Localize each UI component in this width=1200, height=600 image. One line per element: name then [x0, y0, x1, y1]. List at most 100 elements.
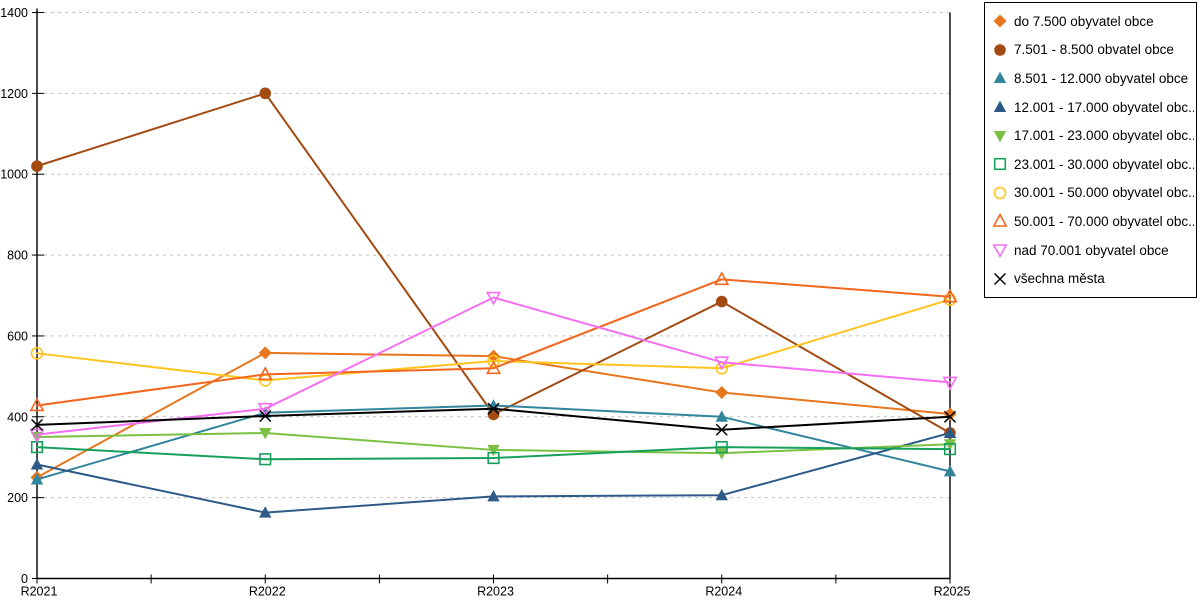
marker-glyph [992, 244, 1008, 259]
legend-label: 17.001 - 23.000 obyvatel obc... [1014, 128, 1194, 144]
data-point[interactable] [259, 453, 272, 466]
legend-label: všechna města [1014, 271, 1105, 287]
legend-label: 50.001 - 70.000 obyvatel obc... [1014, 213, 1194, 229]
data-point[interactable] [943, 426, 957, 438]
y-tick-label: 800 [7, 249, 28, 263]
marker-glyph [993, 72, 1007, 84]
marker-glyph [993, 100, 1007, 113]
legend-marker-triangle-up-icon [993, 100, 1007, 113]
data-point[interactable] [30, 418, 44, 431]
legend-item[interactable]: 23.001 - 30.000 obyvatel obc... [992, 153, 1194, 175]
data-point[interactable] [715, 441, 728, 454]
legend-item[interactable]: 8.501 - 12.000 obyvatel obce [992, 67, 1194, 89]
series-line-5[interactable] [36, 446, 951, 461]
data-point[interactable] [943, 410, 957, 423]
marker-glyph [993, 186, 1007, 200]
data-point[interactable] [258, 346, 272, 360]
data-point[interactable] [31, 160, 43, 172]
data-point[interactable] [943, 464, 957, 477]
marker-glyph [993, 14, 1007, 28]
legend-item[interactable]: 7.501 - 8.500 obvatel obce [992, 39, 1194, 61]
data-point[interactable] [943, 407, 957, 421]
legend-item[interactable]: do 7.500 obyvatel obce [992, 10, 1194, 32]
marker-glyph [993, 272, 1007, 285]
x-tick-label: R2021 [21, 585, 58, 599]
legend-marker-circle-open-icon [993, 186, 1007, 200]
marker-glyph [993, 130, 1007, 143]
legend-item[interactable]: 12.001 - 17.000 obyvatel obc... [992, 96, 1194, 118]
legend-marker-x-icon [993, 272, 1007, 285]
x-tick-label: R2024 [705, 585, 742, 599]
data-point[interactable] [259, 409, 272, 423]
y-tick-label: 1400 [0, 6, 28, 20]
data-point[interactable] [714, 271, 730, 286]
data-point[interactable] [259, 506, 272, 518]
y-tick-label: 0 [21, 572, 28, 586]
legend-marker-square-open-icon [993, 158, 1007, 171]
legend-label: 12.001 - 17.000 obyvatel obc... [1014, 99, 1194, 115]
y-tick-label: 1200 [0, 87, 28, 101]
y-tick-label: 600 [7, 329, 28, 343]
data-point[interactable] [29, 397, 45, 412]
data-point[interactable] [487, 490, 500, 502]
y-tick-label: 200 [7, 491, 28, 505]
data-point[interactable] [715, 295, 728, 308]
data-point[interactable] [485, 291, 502, 306]
x-tick-label: R2023 [477, 585, 514, 599]
legend-label: do 7.500 obyvatel obce [1014, 13, 1154, 29]
data-point[interactable] [715, 488, 728, 501]
legend-label: nad 70.001 obyvatel obce [1014, 242, 1169, 258]
legend-label: 8.501 - 12.000 obyvatel obce [1014, 70, 1189, 86]
y-tick-label: 1000 [0, 168, 28, 182]
data-point[interactable] [942, 288, 958, 303]
legend-item[interactable]: všechna města [992, 268, 1194, 290]
data-point[interactable] [487, 451, 500, 465]
legend-item[interactable]: 17.001 - 23.000 obyvatel obc... [992, 125, 1194, 147]
legend-marker-triangle-up-icon [993, 72, 1007, 84]
data-point[interactable] [259, 427, 272, 440]
data-point[interactable] [715, 423, 728, 436]
data-point[interactable] [715, 386, 729, 400]
legend-label: 23.001 - 30.000 obyvatel obc... [1014, 156, 1194, 172]
legend-marker-triangle-down-icon [993, 130, 1007, 143]
legend-marker-diamond-icon [993, 14, 1007, 28]
legend-item[interactable]: 30.001 - 50.000 obyvatel obc... [992, 182, 1194, 204]
data-point[interactable] [942, 376, 958, 391]
marker-glyph [992, 213, 1008, 228]
data-point[interactable] [715, 448, 728, 460]
data-point[interactable] [30, 347, 44, 360]
data-point[interactable] [30, 473, 44, 485]
data-point[interactable] [487, 354, 500, 368]
marker-glyph [993, 158, 1007, 171]
data-point[interactable] [714, 356, 730, 371]
legend-item[interactable]: nad 70.001 obyvatel obce [992, 239, 1194, 261]
legend: do 7.500 obyvatel obce 7.501 - 8.500 obva… [984, 2, 1197, 298]
legend-label: 7.501 - 8.500 obvatel obce [1014, 42, 1174, 58]
data-point[interactable] [259, 87, 272, 100]
data-point[interactable] [487, 402, 500, 415]
data-point[interactable] [487, 444, 500, 457]
legend-marker-triangle-down-open-icon [992, 244, 1008, 259]
data-point[interactable] [485, 360, 502, 375]
x-tick-label: R2022 [249, 585, 286, 599]
data-point[interactable] [943, 443, 957, 456]
legend-item[interactable]: 50.001 - 70.000 obyvatel obc... [992, 210, 1194, 232]
y-tick-label: 400 [7, 410, 28, 424]
data-point[interactable] [943, 439, 957, 451]
series-line-1[interactable] [36, 92, 951, 434]
series-line-8[interactable] [36, 296, 951, 436]
legend-marker-triangle-up-open-icon [992, 213, 1008, 228]
legend-label: 30.001 - 50.000 obyvatel obc... [1014, 185, 1194, 201]
legend-marker-circle-icon [994, 44, 1006, 56]
marker-glyph [994, 44, 1006, 56]
data-point[interactable] [715, 410, 728, 422]
data-point[interactable] [257, 366, 273, 381]
data-point[interactable] [487, 399, 500, 411]
x-tick-label: R2025 [934, 585, 971, 599]
data-point[interactable] [29, 428, 45, 443]
series-line-7[interactable] [36, 278, 951, 407]
data-point[interactable] [257, 402, 273, 417]
data-point[interactable] [30, 458, 44, 470]
